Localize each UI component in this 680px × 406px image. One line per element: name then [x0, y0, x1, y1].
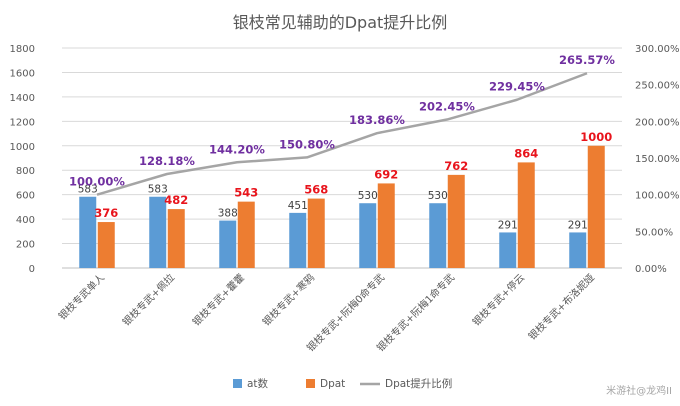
data-label-percent: 265.57%: [559, 53, 615, 67]
bar-dpat: [167, 209, 185, 268]
bar-at: [79, 196, 97, 268]
left-tick-label: 1600: [10, 68, 35, 79]
chart-title: 银枝常见辅助的Dpat提升比例: [233, 13, 448, 32]
data-label-at: 388: [218, 208, 238, 220]
right-tick-label: 50.00%: [635, 227, 673, 238]
data-label-dpat: 482: [164, 193, 188, 207]
bar-dpat: [377, 183, 395, 268]
left-tick-label: 1200: [10, 117, 35, 128]
percent-line: [96, 72, 588, 196]
data-label-at: 451: [288, 200, 308, 212]
bar-at: [149, 196, 167, 268]
data-label-percent: 100.00%: [69, 175, 125, 189]
left-tick-label: 0: [29, 264, 35, 275]
data-label-percent: 128.18%: [139, 154, 195, 168]
data-label-at: 583: [148, 184, 168, 196]
bar-at: [219, 220, 237, 268]
data-label-dpat: 1000: [580, 130, 612, 144]
legend-swatch-dpat: [306, 379, 315, 388]
bar-dpat: [587, 145, 605, 268]
bar-at: [569, 232, 587, 268]
data-label-dpat: 864: [514, 146, 538, 160]
bar-dpat: [447, 174, 465, 268]
left-tick-label: 1000: [10, 142, 35, 153]
bars: [79, 145, 605, 268]
category-label: 银枝专武+佩拉: [120, 271, 178, 329]
data-label-percent: 183.86%: [349, 113, 405, 127]
bar-at: [499, 232, 517, 268]
data-label-at: 291: [568, 219, 588, 231]
left-tick-label: 200: [16, 240, 35, 251]
bar-dpat: [97, 222, 115, 268]
data-label-percent: 144.20%: [209, 142, 265, 156]
watermark: 米游社@龙鸡II: [606, 384, 672, 397]
data-label-dpat: 692: [374, 167, 398, 181]
category-label: 银枝专武+布洛妮娅: [525, 271, 597, 343]
data-label-at: 291: [498, 219, 518, 231]
right-tick-label: 100.00%: [635, 191, 680, 202]
right-tick-label: 150.00%: [635, 154, 680, 165]
left-axis: 0 200 400 600 800 1000 1200 1400 1600 1800: [10, 44, 35, 275]
right-tick-label: 200.00%: [635, 117, 680, 128]
bar-dpat: [517, 162, 535, 268]
category-label: 银枝专武+阮梅1命专武: [374, 271, 457, 354]
category-labels: 银枝专武单人 银枝专武+佩拉 银枝专武+藿藿 银枝专武+寒鸦银枝专武+阮梅0命专武银枝…: [56, 271, 598, 354]
category-label: 银枝专武+寒鸦: [260, 271, 318, 329]
data-label-at: 530: [358, 190, 378, 202]
data-label-at: 530: [428, 190, 448, 202]
bar-dpat: [237, 201, 255, 268]
left-tick-label: 400: [16, 215, 35, 226]
right-axis: 0.00% 50.00% 100.00% 150.00% 200.00% 250.00% 3…: [635, 44, 680, 275]
left-tick-label: 800: [16, 166, 35, 177]
legend-swatch-at: [233, 379, 242, 388]
left-tick-label: 600: [16, 191, 35, 202]
category-label: 银枝专武+停云: [470, 271, 528, 329]
bar-at: [289, 212, 307, 268]
right-tick-label: 250.00%: [635, 81, 680, 92]
left-tick-label: 1800: [10, 44, 35, 55]
left-tick-label: 1400: [10, 93, 35, 104]
right-tick-label: 0.00%: [635, 264, 667, 275]
legend-label-at: at数: [247, 377, 269, 390]
bar-at: [359, 203, 377, 268]
category-label: 银枝专武单人: [56, 271, 108, 323]
data-label-percent: 150.80%: [279, 137, 335, 151]
data-label-dpat: 762: [444, 159, 468, 173]
category-label: 银枝专武+藿藿: [190, 271, 248, 329]
data-label-percent: 202.45%: [419, 100, 475, 114]
legend-label-line: Dpat提升比例: [385, 377, 452, 390]
data-label-percent: 229.45%: [489, 80, 545, 94]
bar-dpat: [307, 198, 325, 268]
category-label: 银枝专武+阮梅0命专武: [304, 271, 387, 354]
data-label-dpat: 543: [234, 186, 258, 200]
bar-at: [429, 203, 447, 268]
data-label-dpat: 568: [304, 183, 328, 197]
legend: at数 Dpat Dpat提升比例: [233, 377, 452, 390]
data-label-at: 583: [78, 184, 98, 196]
series-line: [96, 72, 588, 196]
data-label-dpat: 376: [94, 206, 118, 220]
legend-label-dpat: Dpat: [320, 378, 345, 390]
right-tick-label: 300.00%: [635, 44, 680, 55]
